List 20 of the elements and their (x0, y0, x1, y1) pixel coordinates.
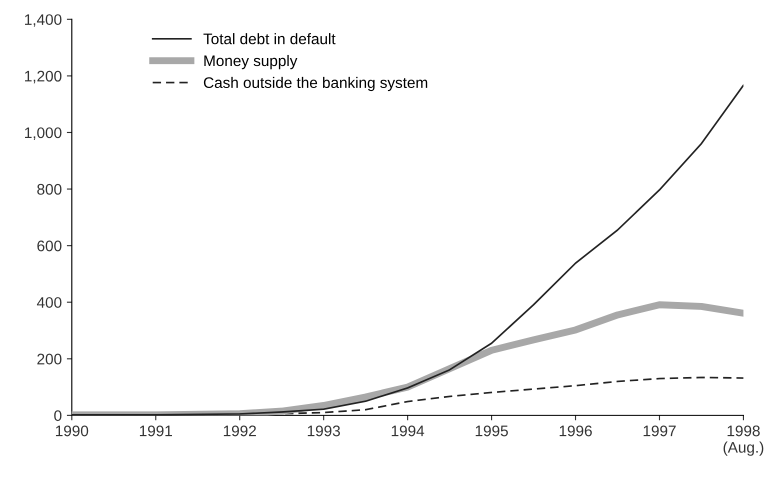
y-tick-label: 400 (36, 297, 62, 308)
x-tick-label: 1997 (644, 426, 676, 436)
y-tick-label: 1,000 (25, 127, 62, 140)
x-tick-label: 1998 (Aug.) (724, 426, 764, 456)
x-tick-label: 1990 (56, 426, 88, 436)
x-tick-label: 1996 (560, 426, 592, 436)
y-tick-label: 600 (37, 240, 62, 252)
y-tick-label: 1,400 (25, 14, 62, 27)
legend-label: Money supply (204, 54, 298, 70)
x-tick-label: 1992 (224, 426, 256, 436)
y-tick-label: 0 (54, 410, 62, 422)
y-tick-label: 800 (37, 184, 62, 195)
legend-label: Cash outside the banking system (204, 76, 428, 92)
legend-label: Total debt in default (203, 33, 336, 44)
y-tick-label: 1,200 (25, 70, 62, 84)
x-tick-label: 1994 (392, 426, 424, 436)
x-tick-label: 1993 (308, 426, 340, 436)
x-tick-label: 1991 (140, 426, 172, 436)
x-tick-label: 1995 (476, 426, 508, 436)
y-tick-label: 200 (37, 354, 62, 364)
